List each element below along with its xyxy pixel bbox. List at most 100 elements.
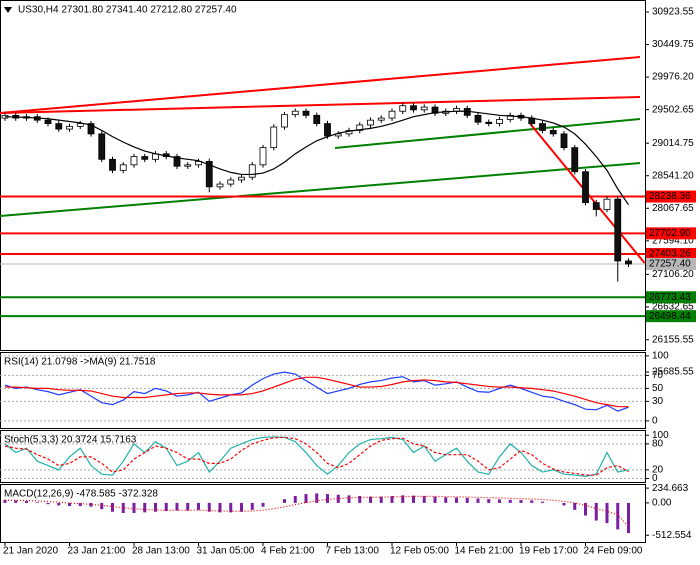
x-tick-label: 4 Feb 21:00 bbox=[261, 546, 315, 557]
candle-body bbox=[238, 176, 245, 181]
histogram-bar bbox=[186, 502, 190, 511]
level-label: 26498.44 bbox=[649, 311, 691, 322]
level-label: 27257.40 bbox=[649, 259, 691, 270]
level-label-box bbox=[646, 310, 696, 323]
histogram-bar bbox=[573, 502, 577, 510]
histogram-bar bbox=[562, 502, 566, 506]
y-tick-label: 30449.75 bbox=[652, 39, 694, 50]
y-tick-label: 234.663 bbox=[652, 483, 689, 494]
histogram-bar bbox=[121, 502, 125, 513]
candle-body bbox=[603, 198, 611, 210]
candle-body bbox=[367, 119, 374, 126]
indicator-line bbox=[4, 110, 629, 206]
histogram-bar bbox=[401, 495, 405, 503]
candle-body bbox=[399, 105, 407, 112]
x-tick-label: 24 Feb 09:00 bbox=[584, 546, 643, 557]
candle-body bbox=[539, 123, 546, 131]
histogram-bar bbox=[175, 502, 179, 511]
histogram-bar bbox=[326, 494, 329, 503]
y-tick-label: 26632.65 bbox=[652, 302, 694, 313]
y-tick-label: 28067.65 bbox=[652, 203, 694, 214]
y-tick-label: 50 bbox=[652, 383, 664, 394]
pane-border bbox=[0, 430, 646, 483]
level-label-box bbox=[646, 257, 696, 270]
candle-body bbox=[259, 147, 267, 166]
candle-body bbox=[55, 123, 63, 130]
histogram-bar bbox=[283, 499, 286, 503]
pane-border bbox=[0, 484, 646, 543]
histogram-bar bbox=[25, 501, 28, 503]
histogram-bar bbox=[229, 502, 233, 513]
trend-line bbox=[334, 117, 641, 149]
histogram-bar bbox=[132, 502, 136, 513]
y-tick-label: 0.00 bbox=[652, 498, 672, 509]
histogram-bar bbox=[164, 502, 168, 512]
histogram-bar bbox=[336, 494, 340, 503]
histogram-bar bbox=[207, 502, 211, 512]
histogram-bar bbox=[616, 502, 620, 530]
candle-body bbox=[66, 125, 73, 130]
y-tick-label: 29014.75 bbox=[652, 138, 694, 149]
level-label: 26773.43 bbox=[649, 292, 691, 303]
y-tick-label: 70 bbox=[652, 370, 664, 381]
y-tick-label: -512.554 bbox=[652, 530, 692, 541]
y-tick-label: 80 bbox=[652, 439, 664, 450]
y-tick-label: 0 bbox=[652, 473, 658, 484]
histogram-bar bbox=[369, 496, 372, 503]
pane-title: US30,H4 27301.80 27341.40 27212.80 27257… bbox=[18, 5, 237, 16]
candle-body bbox=[420, 106, 428, 111]
indicator-line bbox=[5, 376, 629, 408]
candle-body bbox=[474, 114, 482, 123]
histogram-bar bbox=[444, 497, 448, 503]
histogram-bar bbox=[379, 496, 383, 503]
histogram-bar bbox=[46, 502, 50, 505]
histogram-bar bbox=[57, 502, 61, 506]
x-tick-label: 19 Feb 17:00 bbox=[519, 546, 578, 557]
candle-body bbox=[173, 156, 181, 167]
x-tick-label: 21 Jan 2020 bbox=[3, 546, 58, 557]
candle-body bbox=[496, 119, 503, 124]
candle-body bbox=[410, 105, 417, 111]
y-tick-label: 30 bbox=[652, 396, 664, 407]
level-label: 28238.36 bbox=[649, 191, 691, 202]
candle-body bbox=[205, 160, 213, 188]
histogram-bar bbox=[250, 502, 254, 510]
histogram-bar bbox=[14, 500, 18, 503]
candle-body bbox=[44, 119, 52, 124]
candle-body bbox=[334, 133, 342, 137]
histogram-bar bbox=[68, 502, 71, 507]
x-tick-label: 23 Jan 21:00 bbox=[68, 546, 126, 557]
level-label: 27403.26 bbox=[649, 249, 691, 260]
candle-body bbox=[549, 130, 557, 135]
pane-title: MACD(12,26,9) -478.585 -372.328 bbox=[4, 489, 158, 500]
y-tick-label: 100 bbox=[652, 351, 669, 362]
candle-body bbox=[248, 164, 256, 178]
y-tick-label: 29502.65 bbox=[652, 104, 694, 115]
candle-body bbox=[377, 117, 385, 121]
candle-body bbox=[216, 183, 224, 188]
y-tick-label: 100 bbox=[652, 430, 669, 441]
candle-body bbox=[291, 110, 299, 116]
indicator-line bbox=[4, 436, 629, 476]
candle-body bbox=[98, 133, 106, 160]
level-label-box bbox=[646, 190, 696, 203]
y-tick-label: 25685.55 bbox=[652, 367, 694, 378]
histogram-bar bbox=[433, 496, 437, 503]
histogram-bar bbox=[465, 497, 469, 503]
x-tick-label: 28 Jan 13:00 bbox=[132, 546, 190, 557]
candle-body bbox=[313, 114, 321, 124]
y-tick-label: 30923.55 bbox=[652, 7, 694, 18]
y-tick-label: 27594.10 bbox=[652, 235, 694, 246]
candle-body bbox=[141, 156, 149, 160]
candle-body bbox=[302, 110, 310, 116]
x-tick-label: 14 Feb 21:00 bbox=[455, 546, 514, 557]
candle-body bbox=[87, 123, 95, 135]
histogram-bar bbox=[594, 502, 598, 521]
histogram-bar bbox=[530, 500, 534, 503]
histogram-bar bbox=[218, 502, 222, 513]
indicator-line bbox=[4, 371, 629, 412]
candle-body bbox=[109, 158, 116, 171]
x-tick-label: 7 Feb 13:00 bbox=[326, 546, 380, 557]
histogram-bar bbox=[508, 499, 512, 503]
